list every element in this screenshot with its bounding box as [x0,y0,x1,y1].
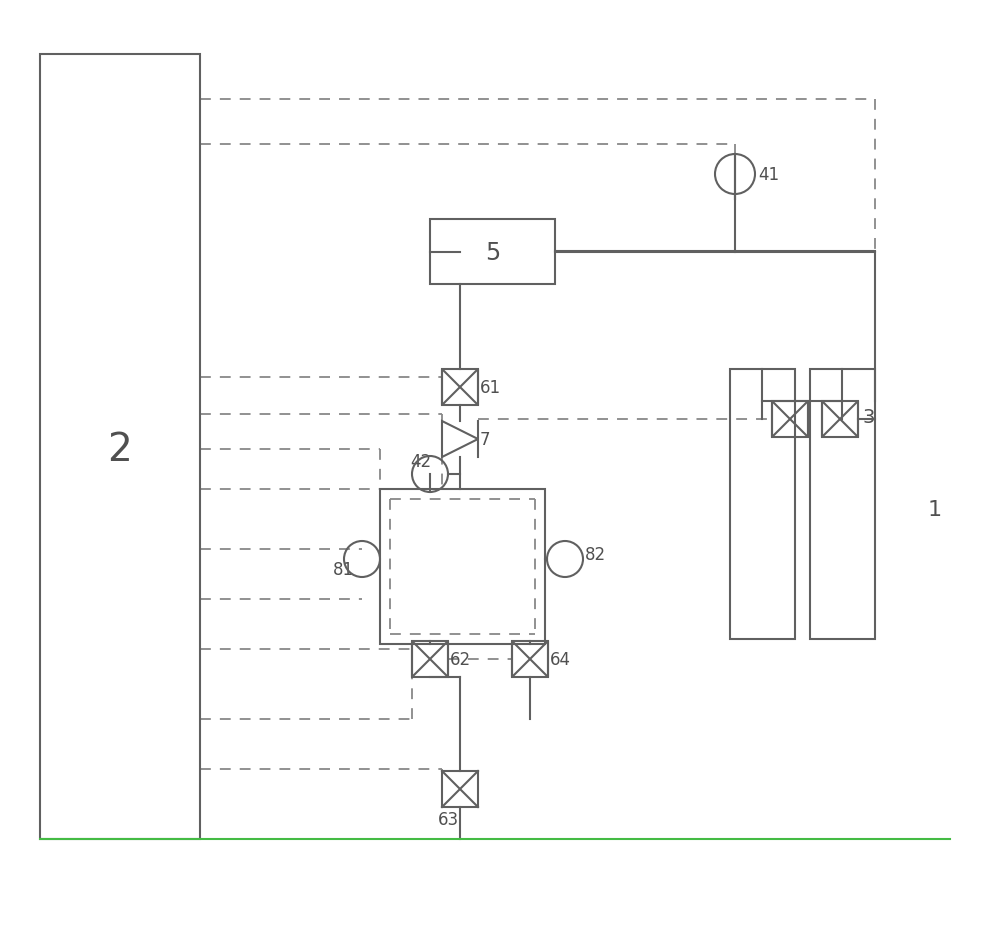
Text: 62: 62 [450,651,471,668]
Text: 64: 64 [550,651,571,668]
Bar [810,370,875,640]
Text: 63: 63 [437,810,459,828]
Bar [730,370,795,640]
Bar [512,641,548,678]
Bar [380,489,545,644]
Bar [412,641,448,678]
Bar [430,220,555,285]
Bar [442,370,478,405]
Text: 1: 1 [928,500,942,519]
Text: 2: 2 [108,430,132,468]
Text: 82: 82 [585,545,606,564]
Text: 42: 42 [410,452,431,471]
Text: 3: 3 [862,408,874,427]
Text: 5: 5 [485,241,501,265]
Text: 7: 7 [480,430,490,449]
Bar [822,401,858,438]
Text: 81: 81 [333,561,354,578]
Text: 41: 41 [758,166,779,184]
Bar [442,771,478,807]
Bar [772,401,808,438]
Text: 61: 61 [480,378,501,397]
Bar [40,55,200,839]
